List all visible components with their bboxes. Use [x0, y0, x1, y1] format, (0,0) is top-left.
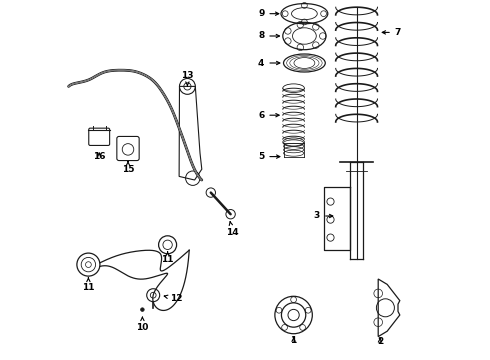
Text: 14: 14: [226, 222, 239, 237]
Text: 6: 6: [258, 111, 279, 120]
Text: 8: 8: [258, 31, 279, 40]
Text: 5: 5: [258, 152, 280, 161]
Text: 1: 1: [291, 336, 297, 345]
Text: 11: 11: [161, 252, 174, 264]
Text: 15: 15: [122, 162, 134, 174]
Text: 13: 13: [181, 71, 194, 86]
Text: 12: 12: [164, 294, 183, 303]
Text: 7: 7: [382, 28, 401, 37]
Text: 2: 2: [377, 338, 383, 346]
Text: 10: 10: [136, 317, 148, 332]
Text: 11: 11: [82, 278, 95, 292]
Circle shape: [141, 308, 144, 311]
Text: 3: 3: [314, 211, 333, 220]
Text: 4: 4: [258, 58, 280, 68]
Text: 16: 16: [93, 152, 105, 161]
Text: 9: 9: [258, 9, 279, 18]
